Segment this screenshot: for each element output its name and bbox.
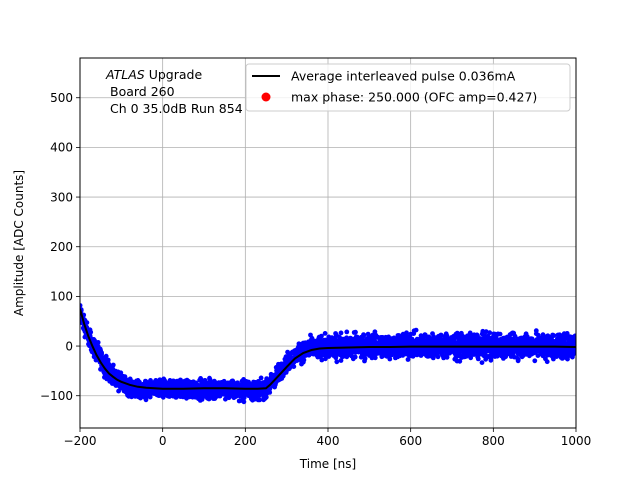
atlas-label: ATLAS [105,67,145,82]
scatter-point [258,375,264,381]
x-tick-label: 400 [317,434,340,448]
x-tick-label: 1000 [561,434,592,448]
y-tick-label: 500 [50,91,73,105]
legend-label-max-phase: max phase: 250.000 (OFC amp=0.427) [291,90,537,105]
x-tick-label: 200 [234,434,257,448]
legend-label-average: Average interleaved pulse 0.036mA [291,69,516,84]
scatter-point [551,333,557,338]
scatter-point [257,397,262,403]
scatter-point [80,303,83,308]
x-tick-label: 600 [399,434,422,448]
scatter-point [322,331,328,336]
scatter-point [444,354,450,360]
annotation-channel-run: Ch 0 35.0dB Run 854 [110,101,243,116]
legend: Average interleaved pulse 0.036mA max ph… [245,63,571,112]
y-tick-label: 300 [50,190,73,204]
scatter-point [533,328,539,334]
scatter-point [551,356,556,362]
scatter-point [301,357,307,363]
scatter-point [99,350,104,356]
scatter-point [435,354,441,360]
scatter-point [88,329,94,335]
scatter-point [362,356,368,361]
legend-box [245,63,571,112]
scatter-point [241,399,247,405]
scatter-point [323,356,328,362]
scatter-point [405,357,411,362]
scatter-point [573,340,576,345]
x-tick-label: 800 [482,434,505,448]
scatter-point [457,358,463,364]
scatter-point [540,332,546,338]
x-tick-label: −200 [64,434,97,448]
scatter-point [92,338,97,343]
scatter-point [103,353,109,359]
x-axis-label: Time [ns] [299,457,356,471]
scatter-point [387,356,393,362]
scatter-point [444,333,450,339]
scatter-point [410,353,416,359]
annotation-board: Board 260 [110,84,175,99]
scatter-point [372,355,378,361]
y-axis-label: Amplitude [ADC Counts] [12,170,26,316]
scatter-point [535,332,541,338]
scatter-point [467,330,473,336]
scatter-point [573,334,576,339]
upgrade-label: Upgrade [145,67,203,82]
scatter-point [338,358,344,363]
atlas-annotation: ATLAS Upgrade Board 260 Ch 0 35.0dB Run … [105,67,243,116]
scatter-point [515,357,521,363]
y-tick-label: 0 [65,339,73,353]
scatter-series-blue [80,303,576,405]
average-pulse-line [80,308,576,390]
scatter-point [353,329,358,335]
scatter-point [221,378,227,384]
scatter-point [344,329,350,335]
y-tick-label: 400 [50,141,73,155]
scatter-point [361,332,367,338]
x-axis-ticks: −200 0 200 400 600 800 1000 [64,428,592,448]
scatter-point [285,349,290,355]
scatter-point [573,348,576,353]
scatter-point [487,330,493,336]
y-axis-ticks: −100 0 100 200 300 400 500 [40,91,80,403]
scatter-point [267,390,273,395]
average-pulse-series [80,308,576,390]
scatter-point [532,358,538,364]
scatter-point [110,362,116,368]
scatter-point [334,359,340,365]
y-tick-label: 200 [50,240,73,254]
scatter-point [291,364,297,369]
scatter-point [430,355,436,361]
scatter-point [512,333,518,339]
scatter-point [84,320,90,325]
scatter-point [404,330,409,336]
scatter-point [565,356,570,362]
scatter-point [497,331,503,337]
scatter-point [475,356,481,362]
scatter-point [95,340,101,345]
scatter-point [319,333,324,339]
scatter-point [352,354,358,360]
scatter-point [118,370,124,376]
scatter-point [544,359,550,365]
y-tick-label: −100 [40,389,73,403]
y-tick-label: 100 [50,290,73,304]
scatter-point [338,330,344,336]
legend-dot-swatch [261,92,271,102]
x-tick-label: 0 [159,434,167,448]
scatter-point [479,360,485,365]
scatter-point [413,327,419,333]
annotation-line-1: ATLAS Upgrade [105,67,202,82]
